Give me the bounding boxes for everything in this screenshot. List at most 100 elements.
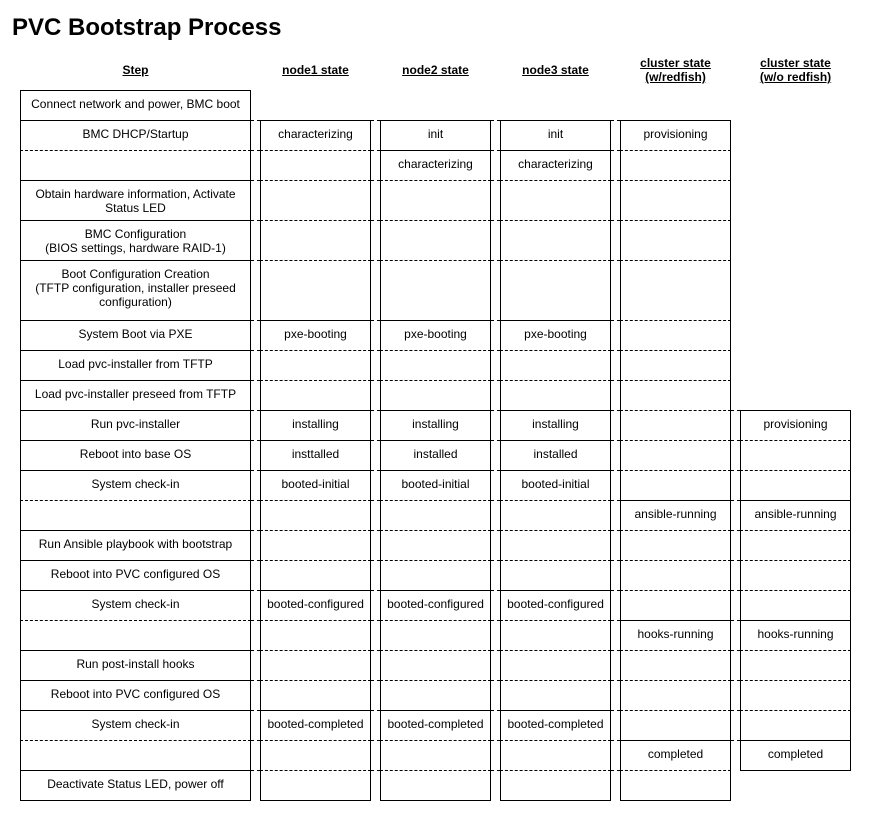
node3-cell bbox=[500, 380, 611, 410]
cluster-redfish-cell: ansible-running bbox=[620, 500, 731, 530]
row-divider bbox=[371, 560, 380, 561]
row-divider bbox=[611, 220, 620, 221]
node2-cell bbox=[380, 500, 491, 530]
row-divider bbox=[251, 740, 260, 741]
node3-cell: booted-configured bbox=[500, 590, 611, 620]
cluster-no-redfish-cell bbox=[740, 710, 851, 740]
row-divider bbox=[731, 440, 740, 441]
row-divider bbox=[251, 470, 260, 471]
row-divider bbox=[371, 220, 380, 221]
node2-cell: installing bbox=[380, 410, 491, 440]
cluster-redfish-cell bbox=[620, 320, 731, 350]
row-divider bbox=[611, 150, 620, 151]
cluster-redfish-cell bbox=[620, 350, 731, 380]
row-divider bbox=[491, 380, 500, 381]
row-divider bbox=[611, 440, 620, 441]
row-divider bbox=[491, 650, 500, 651]
row-divider bbox=[491, 120, 500, 121]
row-divider bbox=[491, 710, 500, 711]
node2-cell bbox=[380, 560, 491, 590]
step-cell: Load pvc-installer from TFTP bbox=[20, 350, 251, 380]
row-divider bbox=[491, 500, 500, 501]
row-divider bbox=[251, 620, 260, 621]
cluster-redfish-cell bbox=[620, 380, 731, 410]
node3-cell: characterizing bbox=[500, 150, 611, 180]
node2-cell: characterizing bbox=[380, 150, 491, 180]
row-divider bbox=[491, 350, 500, 351]
cluster-no-redfish-cell: provisioning bbox=[740, 410, 851, 440]
node2-cell bbox=[380, 530, 491, 560]
row-divider bbox=[491, 440, 500, 441]
step-cell bbox=[20, 150, 251, 180]
cluster-redfish-cell bbox=[620, 560, 731, 590]
row-divider bbox=[731, 500, 740, 501]
node2-cell bbox=[380, 650, 491, 680]
step-cell: Run pvc-installer bbox=[20, 410, 251, 440]
node1-cell bbox=[260, 530, 371, 560]
node1-cell bbox=[260, 560, 371, 590]
row-divider bbox=[371, 470, 380, 471]
row-divider bbox=[491, 320, 500, 321]
row-divider bbox=[371, 350, 380, 351]
cluster-no-redfish-cell: hooks-running bbox=[740, 620, 851, 650]
node2-cell: booted-initial bbox=[380, 470, 491, 500]
cluster-no-redfish-cell: ansible-running bbox=[740, 500, 851, 530]
cluster-redfish-cell bbox=[620, 260, 731, 320]
node1-cell bbox=[260, 380, 371, 410]
cluster-redfish-cell bbox=[620, 150, 731, 180]
row-divider bbox=[491, 260, 500, 261]
row-divider bbox=[611, 180, 620, 181]
row-divider bbox=[491, 770, 500, 771]
row-divider bbox=[491, 530, 500, 531]
row-divider bbox=[731, 710, 740, 711]
row-divider bbox=[611, 350, 620, 351]
node2-cell bbox=[380, 220, 491, 260]
node3-cell: booted-initial bbox=[500, 470, 611, 500]
node2-cell bbox=[380, 350, 491, 380]
node2-cell: installed bbox=[380, 440, 491, 470]
row-divider bbox=[731, 560, 740, 561]
node3-cell bbox=[500, 680, 611, 710]
row-divider bbox=[731, 470, 740, 471]
row-divider bbox=[611, 120, 620, 121]
node3-cell: booted-completed bbox=[500, 710, 611, 740]
node3-cell bbox=[500, 220, 611, 260]
row-divider bbox=[611, 470, 620, 471]
step-cell bbox=[20, 620, 251, 650]
row-divider bbox=[611, 710, 620, 711]
node1-cell bbox=[260, 180, 371, 220]
step-cell: System check-in bbox=[20, 590, 251, 620]
node3-cell bbox=[500, 560, 611, 590]
cluster-no-redfish-cell: completed bbox=[740, 740, 851, 771]
row-divider bbox=[491, 180, 500, 181]
row-divider bbox=[491, 470, 500, 471]
step-cell: System check-in bbox=[20, 710, 251, 740]
step-cell: Reboot into PVC configured OS bbox=[20, 680, 251, 710]
step-cell: Boot Configuration Creation (TFTP config… bbox=[20, 260, 251, 320]
row-divider bbox=[251, 150, 260, 151]
row-divider bbox=[251, 350, 260, 351]
row-divider bbox=[371, 120, 380, 121]
row-divider bbox=[731, 650, 740, 651]
cluster-redfish-cell bbox=[620, 530, 731, 560]
cluster-redfish-cell bbox=[620, 410, 731, 440]
row-divider bbox=[251, 710, 260, 711]
node1-cell: booted-configured bbox=[260, 590, 371, 620]
row-divider bbox=[371, 680, 380, 681]
node2-cell bbox=[380, 180, 491, 220]
node1-cell: installing bbox=[260, 410, 371, 440]
cluster-no-redfish-cell bbox=[740, 470, 851, 500]
row-divider bbox=[251, 560, 260, 561]
cluster-redfish-cell bbox=[620, 440, 731, 470]
node1-cell bbox=[260, 500, 371, 530]
row-divider bbox=[731, 590, 740, 591]
node3-cell: init bbox=[500, 120, 611, 150]
node1-cell: pxe-booting bbox=[260, 320, 371, 350]
header-node3: node3 state bbox=[522, 63, 589, 77]
node1-cell: booted-completed bbox=[260, 710, 371, 740]
row-divider bbox=[251, 680, 260, 681]
step-cell bbox=[20, 500, 251, 530]
cluster-no-redfish-cell bbox=[740, 590, 851, 620]
node2-cell: init bbox=[380, 120, 491, 150]
row-divider bbox=[371, 530, 380, 531]
